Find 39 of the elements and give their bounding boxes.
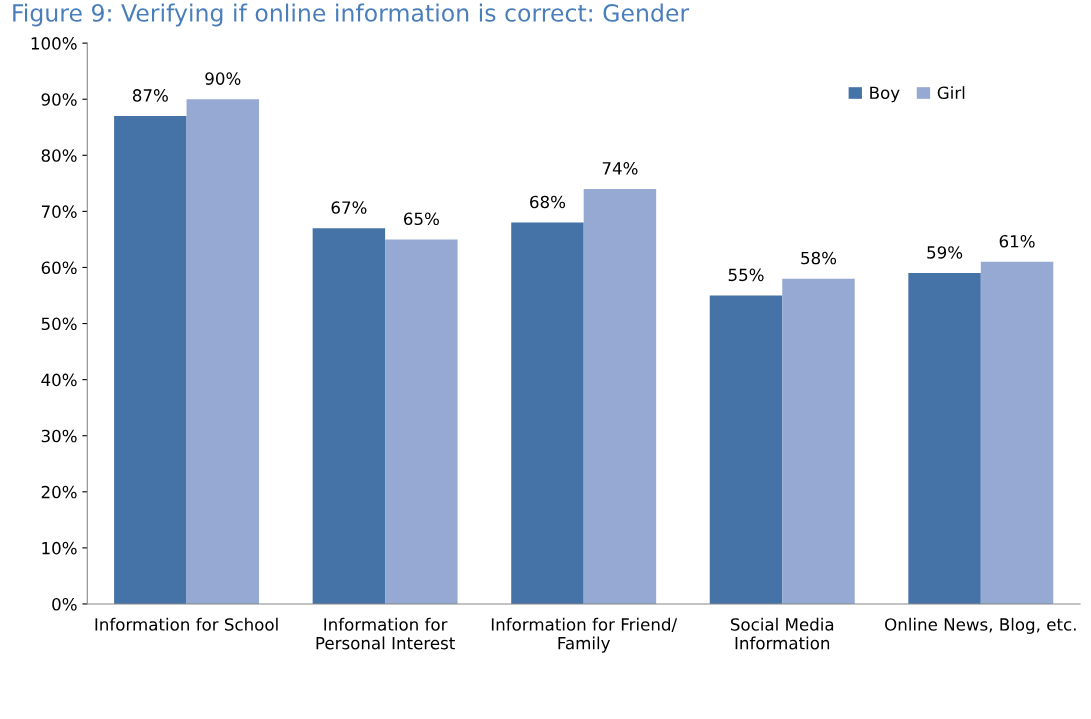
x-tick-label: Information for Friend/ Family <box>491 617 678 653</box>
data-label: 58% <box>801 251 837 265</box>
x-tick-label: Information for Personal Interest <box>316 617 455 650</box>
x-tick-label: Online News, Blog, etc. <box>885 617 1076 634</box>
bar <box>312 228 386 604</box>
y-tick-label: 80% <box>41 149 77 162</box>
data-label: 74% <box>602 162 638 175</box>
bar <box>782 278 855 604</box>
data-label: 65% <box>404 212 439 226</box>
data-label: 90% <box>205 72 241 85</box>
bar <box>186 99 260 604</box>
data-label: 55% <box>728 268 764 282</box>
data-label: 87% <box>132 89 168 102</box>
data-label: 67% <box>331 201 367 214</box>
y-tick-label: 20% <box>41 485 77 499</box>
y-tick-label: 0% <box>52 597 77 611</box>
bar <box>385 239 458 604</box>
y-tick-label: 70% <box>41 205 77 218</box>
legend-label: Girl <box>937 86 965 100</box>
x-tick-label: Social Media Information <box>730 617 834 650</box>
legend-label: Boy <box>870 86 900 103</box>
y-tick-label: 30% <box>41 429 77 443</box>
y-tick-label: 40% <box>41 373 77 387</box>
bar <box>114 116 187 604</box>
data-label: 59% <box>927 246 963 259</box>
y-tick-label: 60% <box>41 261 77 275</box>
bar <box>583 188 657 604</box>
bar <box>511 222 584 604</box>
data-label: 61% <box>999 234 1035 248</box>
data-label: 68% <box>530 195 566 209</box>
bar <box>709 295 783 604</box>
chart-title: Figure 9: Verifying if online information is correct: Gender <box>13 3 690 27</box>
bar <box>980 261 1054 604</box>
bar <box>908 273 981 604</box>
y-tick-label: 50% <box>41 317 77 331</box>
y-tick-label: 100% <box>31 37 77 50</box>
y-tick-label: 90% <box>41 93 77 106</box>
x-tick-label: Information for School <box>95 617 278 631</box>
y-tick-label: 10% <box>42 541 77 555</box>
